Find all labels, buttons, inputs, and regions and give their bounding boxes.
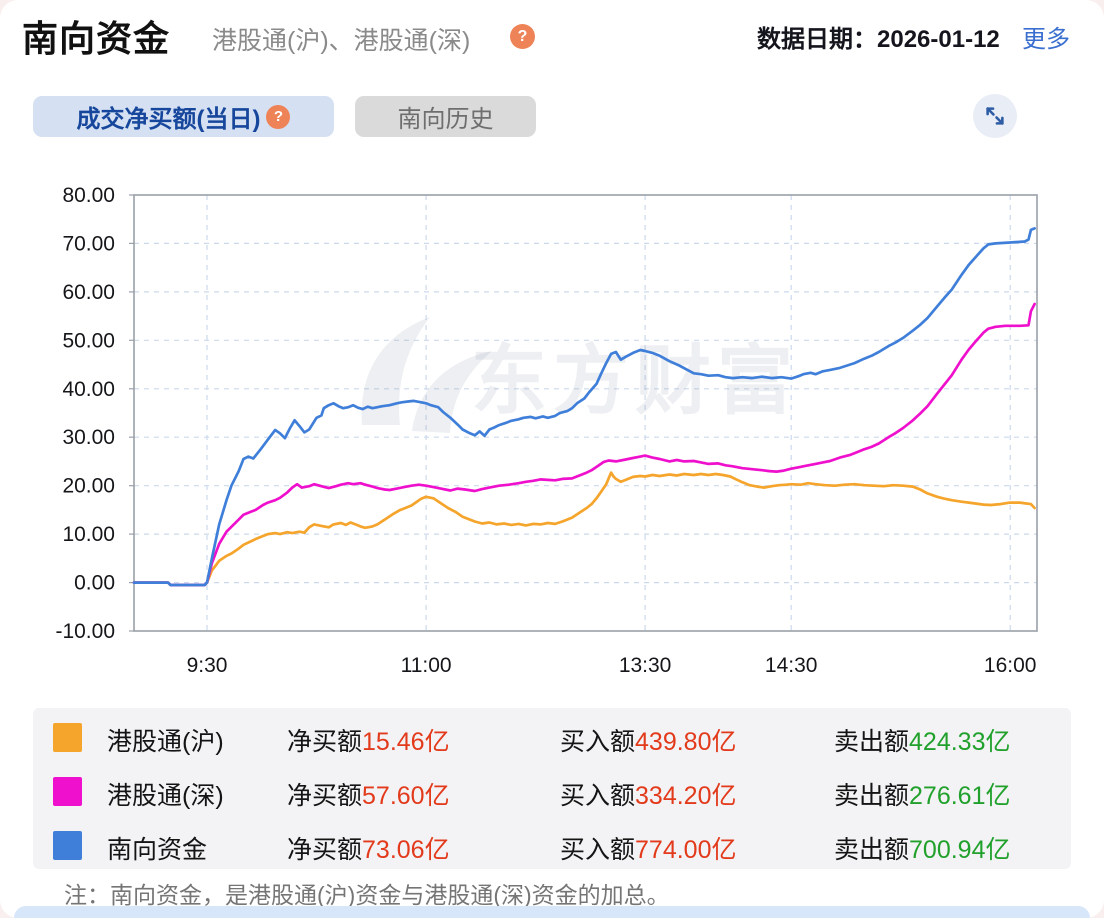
capital-flow-chart-area[interactable]: 80.00 70.00 60.00 50.00 40.00 30.00 20.00 10.00…: [0, 175, 1104, 700]
buy-stat: 买入额439.80亿: [560, 728, 737, 756]
subtitle-help-icon[interactable]: ?: [510, 24, 535, 49]
buy-value: 334.20亿: [635, 782, 737, 810]
net-buy-value: 73.06亿: [362, 836, 450, 864]
net-buy-stat: 净买额57.60亿: [287, 782, 450, 810]
watermark: 东方财富: [361, 317, 793, 433]
tab-net-buy-label: 成交净买额(当日): [76, 106, 261, 133]
y-axis-label: 10.00: [62, 523, 115, 546]
x-axis-label: 11:00: [401, 654, 452, 677]
net-buy-value: 57.60亿: [362, 782, 450, 810]
series-line-0: [132, 471, 1036, 587]
net-buy-stat: 净买额73.06亿: [287, 836, 450, 864]
footnote: 注：南向资金，是港股通(沪)资金与港股通(深)资金的加总。: [64, 882, 670, 908]
buy-stat: 买入额774.00亿: [560, 836, 737, 864]
expand-arrows-icon: [986, 107, 1004, 125]
chart-legend: 港股通(沪) 净买额15.46亿 买入额439.80亿 卖出额424.33亿 港…: [33, 708, 1071, 869]
tab-south-history[interactable]: 南向历史: [355, 96, 536, 137]
y-axis-label: 70.00: [62, 232, 115, 255]
buy-value: 774.00亿: [635, 836, 737, 864]
y-axis-label: -10.00: [55, 620, 115, 643]
series-line-1: [132, 302, 1036, 587]
net-buy-value: 15.46亿: [362, 728, 450, 756]
data-date: 数据日期：2026-01-12: [757, 26, 1000, 53]
series-swatch-hgt-sh: [53, 723, 82, 752]
y-axis-label: 60.00: [62, 281, 115, 304]
capital-flow-chart[interactable]: 80.00 70.00 60.00 50.00 40.00 30.00 20.00 10.00…: [0, 175, 1104, 700]
x-axis-label: 14:30: [765, 654, 818, 677]
next-card-edge: [14, 906, 1090, 918]
buy-value: 439.80亿: [635, 728, 737, 756]
legend-row-southbound: 南向资金 净买额73.06亿 买入额774.00亿 卖出额700.94亿: [33, 823, 1071, 869]
y-axis-label: 80.00: [62, 184, 115, 207]
x-axis-label: 9:30: [187, 654, 228, 677]
tab-help-icon[interactable]: ?: [266, 104, 291, 129]
sell-value: 276.61亿: [909, 782, 1011, 810]
x-axis-label: 16:00: [984, 654, 1037, 677]
sell-value: 700.94亿: [909, 836, 1011, 864]
more-link[interactable]: 更多: [1022, 26, 1070, 53]
series-swatch-southbound: [53, 831, 82, 860]
x-axis-label: 13:30: [619, 654, 672, 677]
page-subtitle: 港股通(沪)、港股通(深): [212, 27, 471, 55]
series-line-2: [132, 227, 1036, 587]
plot-border: [133, 194, 1038, 632]
expand-button[interactable]: [973, 94, 1017, 138]
tab-south-history-label: 南向历史: [397, 106, 494, 133]
y-axis-label: 30.00: [62, 426, 115, 449]
page-title: 南向资金: [22, 18, 171, 59]
series-name: 港股通(沪): [107, 728, 224, 756]
sell-value: 424.33亿: [909, 728, 1011, 756]
tab-net-buy-today[interactable]: 成交净买额(当日) ?: [33, 96, 334, 137]
net-buy-stat: 净买额15.46亿: [287, 728, 450, 756]
sell-stat: 卖出额276.61亿: [834, 782, 1011, 810]
legend-row-hgt-sh: 港股通(沪) 净买额15.46亿 买入额439.80亿 卖出额424.33亿: [33, 715, 1071, 761]
series-name: 南向资金: [107, 836, 208, 864]
buy-stat: 买入额334.20亿: [560, 782, 737, 810]
y-axis-label: 50.00: [62, 329, 115, 352]
y-axis-label: 40.00: [62, 378, 115, 401]
series-name: 港股通(深): [107, 782, 224, 810]
series-swatch-hgt-sz: [53, 777, 82, 806]
y-axis-label: 0.00: [74, 572, 115, 595]
y-axis-label: 20.00: [62, 475, 115, 498]
sell-stat: 卖出额424.33亿: [834, 728, 1011, 756]
legend-row-hgt-sz: 港股通(深) 净买额57.60亿 买入额334.20亿 卖出额276.61亿: [33, 769, 1071, 815]
sell-stat: 卖出额700.94亿: [834, 836, 1011, 864]
